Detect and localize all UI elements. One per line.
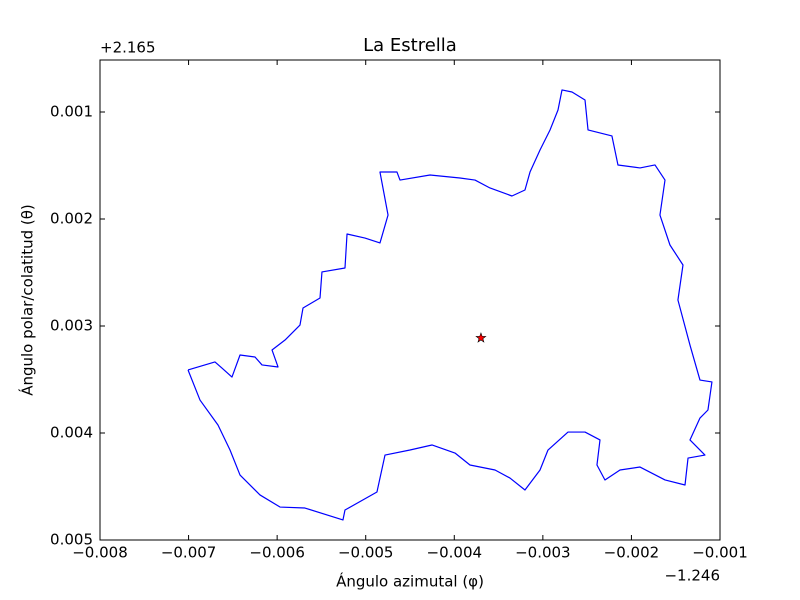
y-tick-label: 0.001 <box>50 103 93 121</box>
x-tick-label: −0.007 <box>161 544 217 562</box>
x-axis-label: Ángulo azimutal (φ) <box>336 572 484 591</box>
y-tick-label: 0.005 <box>50 531 93 549</box>
y-tick-label: 0.003 <box>50 317 93 335</box>
x-tick-label: −0.004 <box>427 544 483 562</box>
x-tick-label: −0.001 <box>692 544 748 562</box>
x-tick-label: −0.003 <box>515 544 571 562</box>
y-tick-label: 0.004 <box>50 424 93 442</box>
x-tick-label: −0.005 <box>338 544 394 562</box>
x-tick-label: −0.006 <box>249 544 305 562</box>
outline-line <box>187 89 713 521</box>
y-offset-label: +2.165 <box>100 39 156 57</box>
star-marker <box>475 332 487 343</box>
x-tick-label: −0.002 <box>604 544 660 562</box>
x-tick-label: −0.008 <box>72 544 128 562</box>
y-tick-label: 0.002 <box>50 210 93 228</box>
chart-title: La Estrella <box>363 35 457 56</box>
axes-frame <box>99 59 721 541</box>
y-axis-label: Ángulo polar/colatitud (θ) <box>18 204 37 396</box>
x-offset-label: −1.246 <box>664 567 720 585</box>
